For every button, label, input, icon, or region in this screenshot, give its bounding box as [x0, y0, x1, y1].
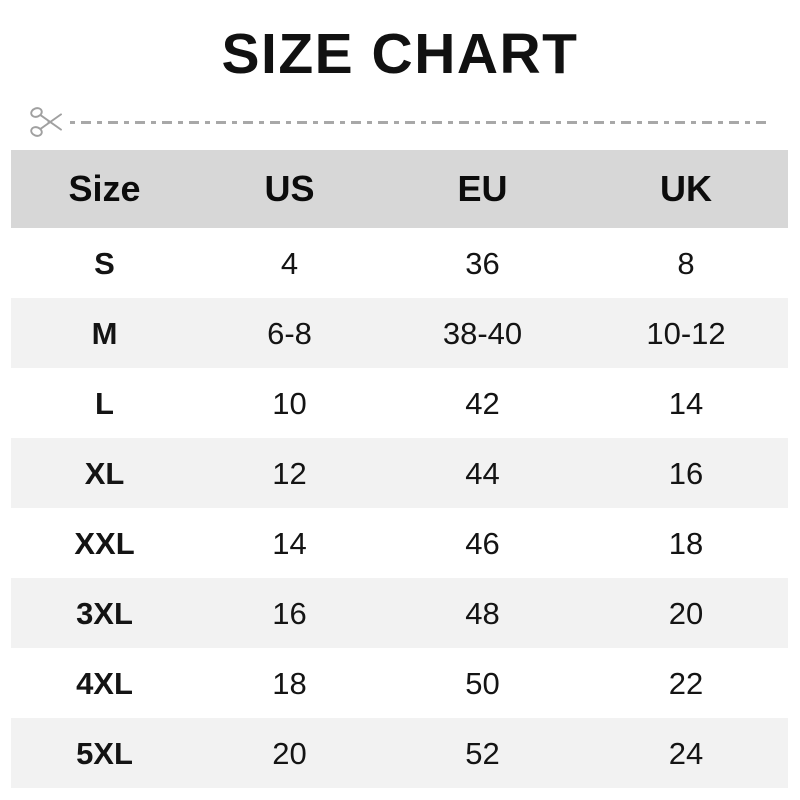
column-header-uk: UK [660, 168, 712, 209]
table-row: S 4 36 8 [11, 228, 788, 298]
table-row: XXL 14 46 18 [11, 508, 788, 578]
cell-size: 5XL [76, 735, 133, 771]
column-header-us: US [264, 168, 315, 209]
column-header-size: Size [68, 168, 141, 209]
table-row: 4XL 18 50 22 [11, 648, 788, 718]
cell-us: 12 [272, 455, 307, 491]
cell-uk: 18 [668, 525, 704, 561]
cell-us: 14 [272, 525, 307, 561]
table-row: XL 12 44 16 [11, 438, 788, 508]
page-title: SIZE CHART [221, 22, 579, 86]
table-row: L 10 42 14 [11, 368, 788, 438]
cell-us: 20 [272, 735, 307, 771]
cell-eu: 36 [465, 245, 500, 281]
cell-size: XL [84, 455, 125, 491]
cell-uk: 20 [668, 595, 704, 631]
cell-eu: 48 [465, 595, 500, 631]
cell-us: 16 [272, 595, 307, 631]
cell-size: XXL [74, 525, 135, 561]
table-row: M 6-8 38-40 10-12 [11, 298, 788, 368]
cell-eu: 42 [465, 385, 500, 421]
table-row: 5XL 20 52 24 [11, 718, 788, 788]
cut-line [28, 103, 780, 141]
cell-us: 4 [280, 245, 299, 281]
cell-uk: 16 [668, 455, 704, 491]
cell-uk: 22 [668, 665, 704, 701]
cell-eu: 38-40 [442, 315, 523, 351]
cell-size: M [91, 315, 118, 351]
cell-eu: 50 [465, 665, 500, 701]
cell-us: 10 [272, 385, 307, 421]
cell-size: 3XL [76, 595, 133, 631]
cell-uk: 14 [668, 385, 704, 421]
column-header-eu: EU [457, 168, 508, 209]
cell-eu: 52 [465, 735, 500, 771]
cell-size: S [94, 245, 115, 281]
size-table: Size US EU UK S 4 36 8 M 6-8 38-40 10-12… [11, 150, 788, 788]
cell-us: 18 [272, 665, 307, 701]
table-header-row: Size US EU UK [11, 150, 788, 228]
cell-us: 6-8 [267, 315, 312, 351]
cell-eu: 44 [465, 455, 500, 491]
cell-eu: 46 [465, 525, 500, 561]
cell-uk: 10-12 [646, 315, 726, 351]
cell-uk: 8 [677, 245, 695, 281]
cell-uk: 24 [668, 735, 704, 771]
table-row: 3XL 16 48 20 [11, 578, 788, 648]
scissors-icon [28, 104, 68, 140]
cell-size: 4XL [76, 665, 133, 701]
dashed-cut-line [70, 120, 766, 124]
cell-size: L [95, 385, 114, 421]
